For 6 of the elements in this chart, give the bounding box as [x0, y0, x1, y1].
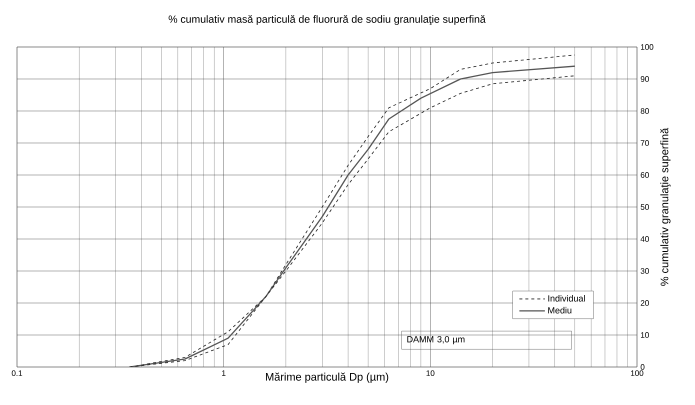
y-axis-title: % cumulativ granulaţie superfină — [660, 128, 671, 286]
annotation: DAMM 3,0 µm — [407, 336, 464, 344]
legend-label: Mediu — [548, 306, 572, 314]
legend-label: Individual — [548, 294, 585, 302]
x-axis-title: Mărime particulă Dp (µm) — [266, 372, 388, 383]
chart-title: % cumulativ masă particulă de fluorură de sodiu granulaţie superfină — [168, 15, 486, 25]
